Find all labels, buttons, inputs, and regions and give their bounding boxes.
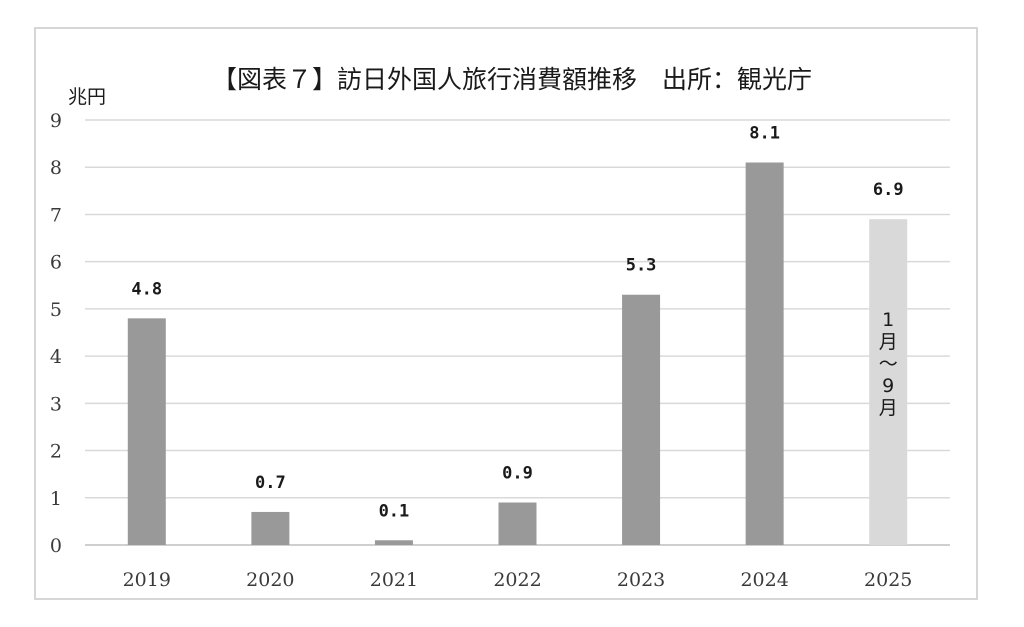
data-label-2020: 0.7 — [255, 473, 286, 493]
bars — [127, 162, 908, 545]
x-tick-label-2025: 2025 — [864, 569, 912, 591]
bar-2024 — [745, 162, 784, 545]
data-label-2019: 4.8 — [131, 279, 162, 299]
data-label-2025: 6.9 — [873, 180, 904, 200]
y-tick-label: 8 — [50, 157, 62, 179]
data-label-2022: 0.9 — [502, 464, 533, 484]
y-tick-label: 3 — [50, 393, 62, 415]
annotation-line: 1 — [882, 309, 894, 331]
x-tick-label-2023: 2023 — [617, 569, 665, 591]
gridlines — [85, 119, 950, 546]
x-tick-label-2022: 2022 — [493, 569, 541, 591]
y-tick-label: 9 — [50, 110, 62, 132]
bar-2025 — [869, 219, 908, 545]
annotation-line: 月 — [879, 397, 898, 419]
y-tick-label: 5 — [50, 299, 62, 321]
y-tick-label: 7 — [50, 204, 62, 226]
bar-2022 — [498, 502, 537, 545]
bar-2023 — [622, 294, 661, 545]
annotation-line: 9 — [882, 375, 894, 397]
data-label-2023: 5.3 — [626, 256, 657, 276]
bar-2021 — [374, 540, 413, 545]
annotation-line: 〜 — [879, 353, 898, 375]
y-unit-label: 兆円 — [68, 86, 106, 108]
chart-title: 【図表７】訪日外国人旅行消費額推移 出所：観光庁 — [212, 65, 812, 94]
y-tick-label: 2 — [50, 441, 62, 463]
bar-annotation: 1月〜9月 — [879, 309, 898, 419]
data-label-2021: 0.1 — [379, 501, 410, 521]
x-axis-ticks: 2019 2020 2021 2022 2023 2024 2025 — [123, 569, 913, 591]
y-tick-label: 6 — [50, 252, 62, 274]
bar-2019 — [127, 318, 166, 545]
x-tick-label-2024: 2024 — [740, 569, 788, 591]
y-tick-label: 0 — [50, 535, 62, 557]
y-tick-label: 1 — [50, 488, 62, 510]
data-labels: 4.8 0.7 0.1 0.9 5.3 8.1 6.9 — [131, 124, 903, 522]
x-tick-label-2020: 2020 — [246, 569, 294, 591]
bar-2020 — [251, 511, 290, 545]
y-axis-ticks: 0 1 2 3 4 5 6 7 8 9 — [50, 110, 62, 557]
x-tick-label-2021: 2021 — [370, 569, 418, 591]
x-tick-label-2019: 2019 — [123, 569, 171, 591]
data-label-2024: 8.1 — [749, 124, 780, 144]
y-tick-label: 4 — [50, 346, 62, 368]
annotation-line: 月 — [879, 331, 898, 353]
